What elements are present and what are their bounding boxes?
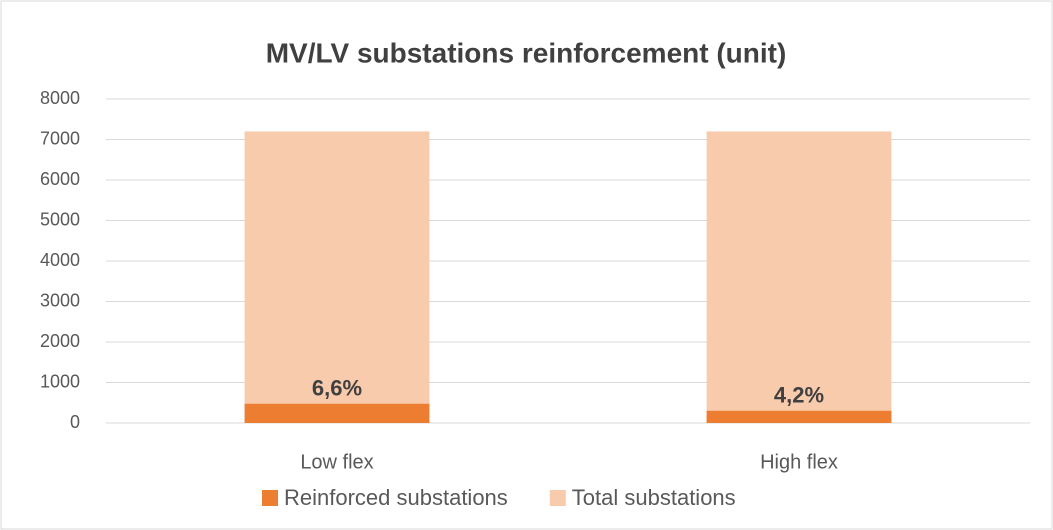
legend-swatch [262, 490, 278, 506]
x-tick-label: High flex [760, 451, 838, 473]
bar [706, 410, 892, 423]
legend-label: Total substations [572, 485, 736, 510]
y-tick-label: 5000 [40, 209, 80, 229]
annotation: 6,6% [312, 376, 362, 401]
y-tick-label: 4000 [40, 250, 80, 270]
x-tick-label: Low flex [300, 451, 373, 473]
bar [244, 403, 430, 423]
y-tick-label: 8000 [40, 88, 80, 108]
y-tick-label: 2000 [40, 331, 80, 351]
legend-swatch [549, 490, 566, 506]
y-tick-label: 1000 [40, 371, 80, 391]
annotation: 4,2% [774, 383, 824, 408]
bar [244, 131, 430, 423]
y-tick-label: 0 [70, 412, 80, 432]
bar [706, 131, 892, 423]
legend-label: Reinforced substations [284, 485, 508, 510]
y-tick-label: 7000 [40, 128, 80, 148]
y-tick-label: 3000 [40, 290, 80, 310]
y-tick-label: 6000 [40, 169, 80, 189]
chart-title: MV/LV substations reinforcement (unit) [266, 37, 787, 68]
